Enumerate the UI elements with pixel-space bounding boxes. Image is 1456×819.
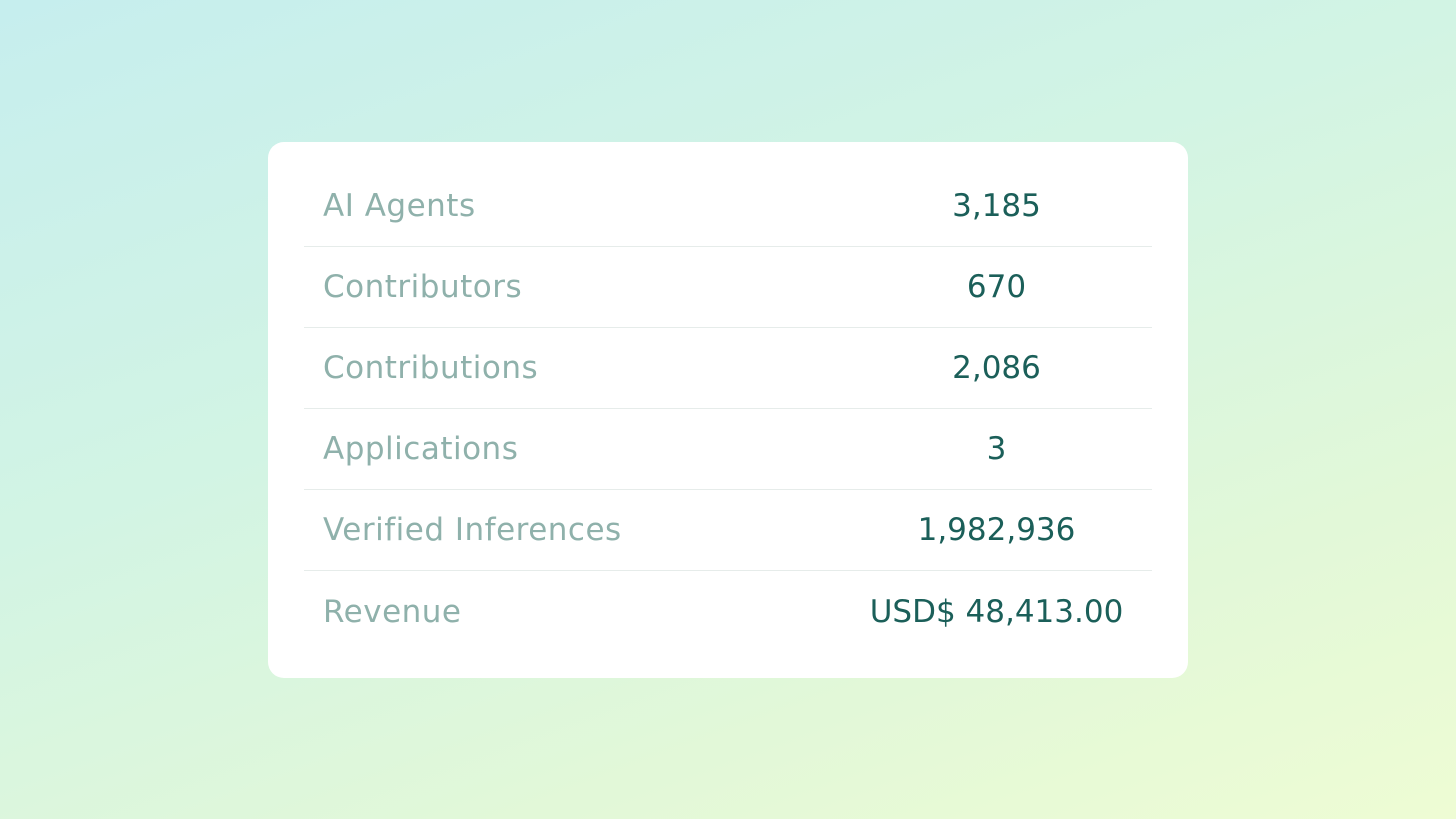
stat-value: 3,185 (952, 188, 1041, 224)
stat-row-revenue: Revenue USD$ 48,413.00 (304, 571, 1152, 652)
stat-value: 670 (966, 269, 1027, 305)
stat-row-ai-agents: AI Agents 3,185 (304, 166, 1152, 247)
stat-value: USD$ 48,413.00 (869, 593, 1124, 630)
stat-row-verified-inferences: Verified Inferences 1,982,936 (304, 490, 1152, 571)
stat-value: 2,086 (952, 350, 1041, 386)
stat-row-applications: Applications 3 (304, 409, 1152, 490)
stat-value: 3 (986, 431, 1007, 467)
stat-value: 1,982,936 (917, 512, 1076, 548)
stats-card: AI Agents 3,185 Contributors 670 Contrib… (268, 142, 1188, 678)
stat-label: Revenue (323, 593, 462, 630)
stat-label: Applications (323, 431, 519, 467)
stat-label: Contributors (323, 269, 523, 305)
stat-label: AI Agents (323, 188, 476, 224)
stat-label: Verified Inferences (323, 512, 622, 548)
stat-row-contributions: Contributions 2,086 (304, 328, 1152, 409)
stat-row-contributors: Contributors 670 (304, 247, 1152, 328)
stats-table: AI Agents 3,185 Contributors 670 Contrib… (304, 166, 1152, 653)
stat-label: Contributions (323, 350, 539, 386)
